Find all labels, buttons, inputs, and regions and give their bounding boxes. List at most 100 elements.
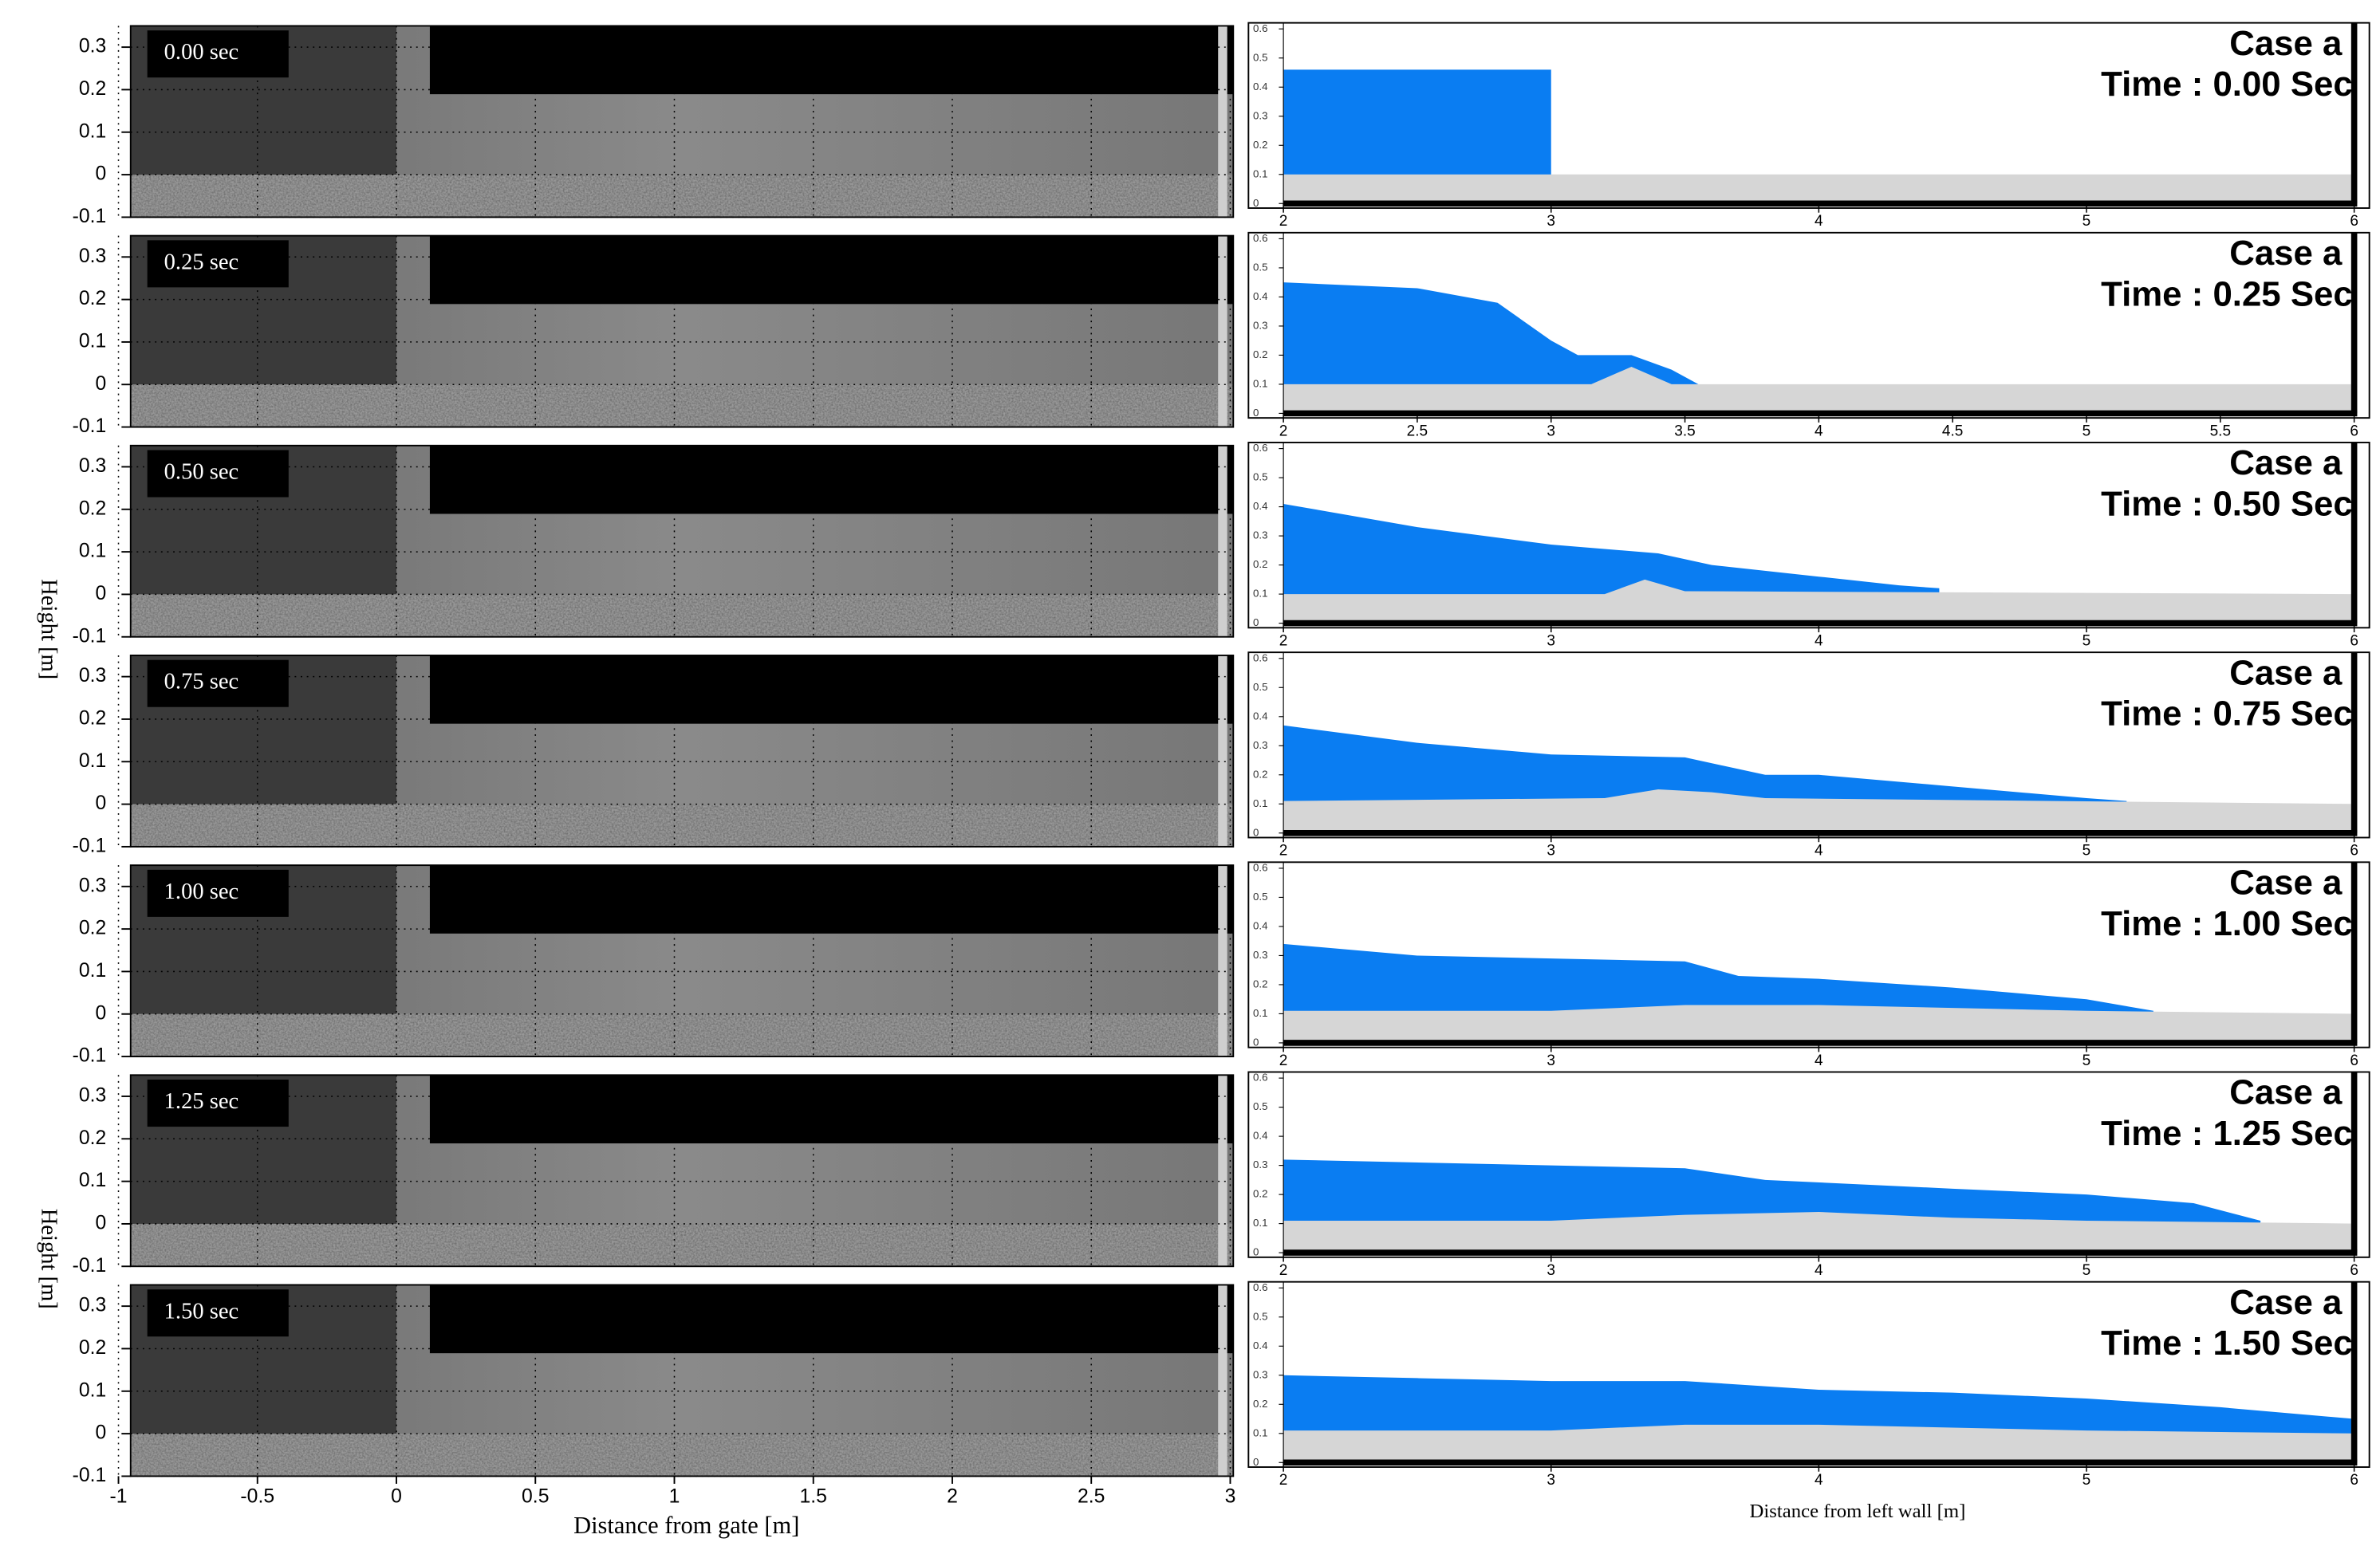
panel-frame xyxy=(129,1284,1235,1477)
photo-bed xyxy=(130,175,1234,218)
panel-frame xyxy=(129,655,1235,848)
y-tick-label: 0.3 xyxy=(1253,319,1268,331)
time-label-box xyxy=(147,240,289,288)
time-label-box xyxy=(147,1080,289,1127)
x-tick-label: 3 xyxy=(1547,213,1555,230)
y-tick-label: 0.2 xyxy=(1253,768,1268,780)
y-tick-label: 0.2 xyxy=(79,498,106,519)
y-tick-label: 0.3 xyxy=(79,665,106,687)
y-tick-label: 0.1 xyxy=(1253,167,1268,179)
y-tick-label: 0.6 xyxy=(1253,232,1268,244)
x-tick-label: 5.5 xyxy=(2210,423,2231,439)
y-tick-label: 0.2 xyxy=(1253,139,1268,151)
x-tick-label: 2 xyxy=(1279,1472,1288,1489)
x-tick-label: -0.5 xyxy=(240,1486,274,1508)
photo-bed xyxy=(130,384,1234,427)
photo-panel: 0.3 0.2 0.1 0 -0.1 1.25 sec Height [m] xyxy=(36,1074,1235,1309)
panel-frame xyxy=(129,864,1235,1058)
x-tick-label: 0 xyxy=(391,1486,402,1508)
photo-panel: 0.3 0.2 0.1 0 -0.1 0.00 sec xyxy=(73,25,1235,227)
y-tick-label: 0.1 xyxy=(79,330,106,352)
y-tick-label: 0 xyxy=(96,583,107,604)
x-tick-label: 5 xyxy=(2082,1262,2091,1279)
y-tick-label: 0.4 xyxy=(1253,290,1268,302)
y-axis-label: Height [m] xyxy=(36,579,61,679)
photo-wall xyxy=(1218,655,1227,847)
photo-mask xyxy=(429,26,1234,95)
y-tick-label: 0.1 xyxy=(1253,1426,1268,1438)
time-label: 0.50 sec xyxy=(164,460,239,485)
photo-bed xyxy=(130,804,1234,847)
bed-area xyxy=(1283,1424,2354,1463)
x-tick-label: 1.5 xyxy=(800,1486,827,1508)
case-title: Case a xyxy=(2229,653,2343,692)
time-label: 1.50 sec xyxy=(164,1299,239,1324)
time-label: 0.00 sec xyxy=(164,40,239,65)
y-tick-label: 0.3 xyxy=(79,246,106,267)
case-title: Case a xyxy=(2229,1283,2343,1322)
bed-area xyxy=(1283,789,2354,833)
y-tick-label: 0.1 xyxy=(79,541,106,562)
time-label-box xyxy=(147,450,289,498)
y-tick-label: 0.3 xyxy=(1253,949,1268,961)
bed-area xyxy=(1283,174,2354,204)
x-tick-label: 4 xyxy=(1815,1052,1823,1069)
x-tick-label: -1 xyxy=(110,1486,128,1508)
y-tick-label: 0.2 xyxy=(79,707,106,729)
x-tick-label: 4 xyxy=(1815,1262,1823,1279)
x-tick-label: 2.5 xyxy=(1407,423,1428,439)
panel-frame xyxy=(129,444,1235,638)
x-tick-label: 2 xyxy=(1279,632,1288,649)
simulation-panel: 0 0.1 0.2 0.3 0.4 0.5 0.6 2 2.5 3 3.5 4 4.5 5 5.5 6 Case… xyxy=(1247,231,2370,439)
y-tick-label: 0.3 xyxy=(1253,1159,1268,1170)
x-tick-label: 2 xyxy=(1279,423,1288,439)
bed-area xyxy=(1283,367,2354,414)
photo-wall xyxy=(1218,1075,1227,1267)
y-tick-label: 0.2 xyxy=(79,78,106,100)
y-tick-label: 0.5 xyxy=(1253,51,1268,63)
y-tick-label: 0 xyxy=(96,1422,107,1444)
photo-mask xyxy=(429,655,1234,724)
photo-panel: 0.3 0.2 0.1 0 -0.1 0.50 sec Height [m] xyxy=(36,444,1235,679)
photo-bed xyxy=(130,1013,1234,1057)
x-tick-label: 6 xyxy=(2350,213,2358,230)
x-tick-label: 2 xyxy=(1279,1262,1288,1279)
case-title: Case a xyxy=(2229,443,2343,482)
y-tick-label: 0.1 xyxy=(1253,588,1268,600)
x-tick-label: 1 xyxy=(669,1486,680,1508)
y-tick-label: 0.5 xyxy=(1253,1310,1268,1322)
y-tick-label: 0.6 xyxy=(1253,22,1268,34)
y-tick-label: 0 xyxy=(1253,1246,1259,1258)
water-area xyxy=(1283,282,1699,414)
y-tick-label: -0.1 xyxy=(73,1255,107,1277)
y-tick-label: 0.2 xyxy=(79,918,106,939)
x-tick-label: 6 xyxy=(2350,1472,2358,1489)
y-tick-label: 0.2 xyxy=(79,1127,106,1149)
y-tick-label: 0 xyxy=(1253,1456,1259,1468)
y-tick-label: 0.2 xyxy=(1253,348,1268,360)
x-tick-label: 3 xyxy=(1547,632,1555,649)
x-tick-label: 5 xyxy=(2082,1472,2091,1489)
x-tick-label: 4 xyxy=(1815,423,1823,439)
y-tick-label: 0 xyxy=(1253,1036,1259,1048)
y-tick-label: 0.1 xyxy=(79,1379,106,1401)
y-tick-label: 0.1 xyxy=(1253,377,1268,389)
y-tick-label: 0.6 xyxy=(1253,1072,1268,1084)
photo-panel: 0.3 0.2 0.1 0 -0.1 1.00 sec xyxy=(73,864,1235,1067)
x-tick-label: 4 xyxy=(1815,1472,1823,1489)
time-label: 0.75 sec xyxy=(164,670,239,694)
time-title: Time : 0.50 Sec xyxy=(2101,485,2353,524)
y-tick-label: 0 xyxy=(1253,826,1259,838)
y-tick-label: 0 xyxy=(96,1002,107,1024)
x-tick-label: 0.5 xyxy=(522,1486,549,1508)
photo-wall xyxy=(1218,1285,1227,1477)
y-tick-label: 0 xyxy=(1253,616,1259,628)
y-tick-label: 0.5 xyxy=(1253,261,1268,273)
x-tick-label: 4 xyxy=(1815,213,1823,230)
y-tick-label: 0.2 xyxy=(1253,1188,1268,1200)
y-tick-label: 0.3 xyxy=(1253,1368,1268,1380)
photo-panel: 0.3 0.2 0.1 0 -0.1 0.25 sec xyxy=(73,234,1235,437)
